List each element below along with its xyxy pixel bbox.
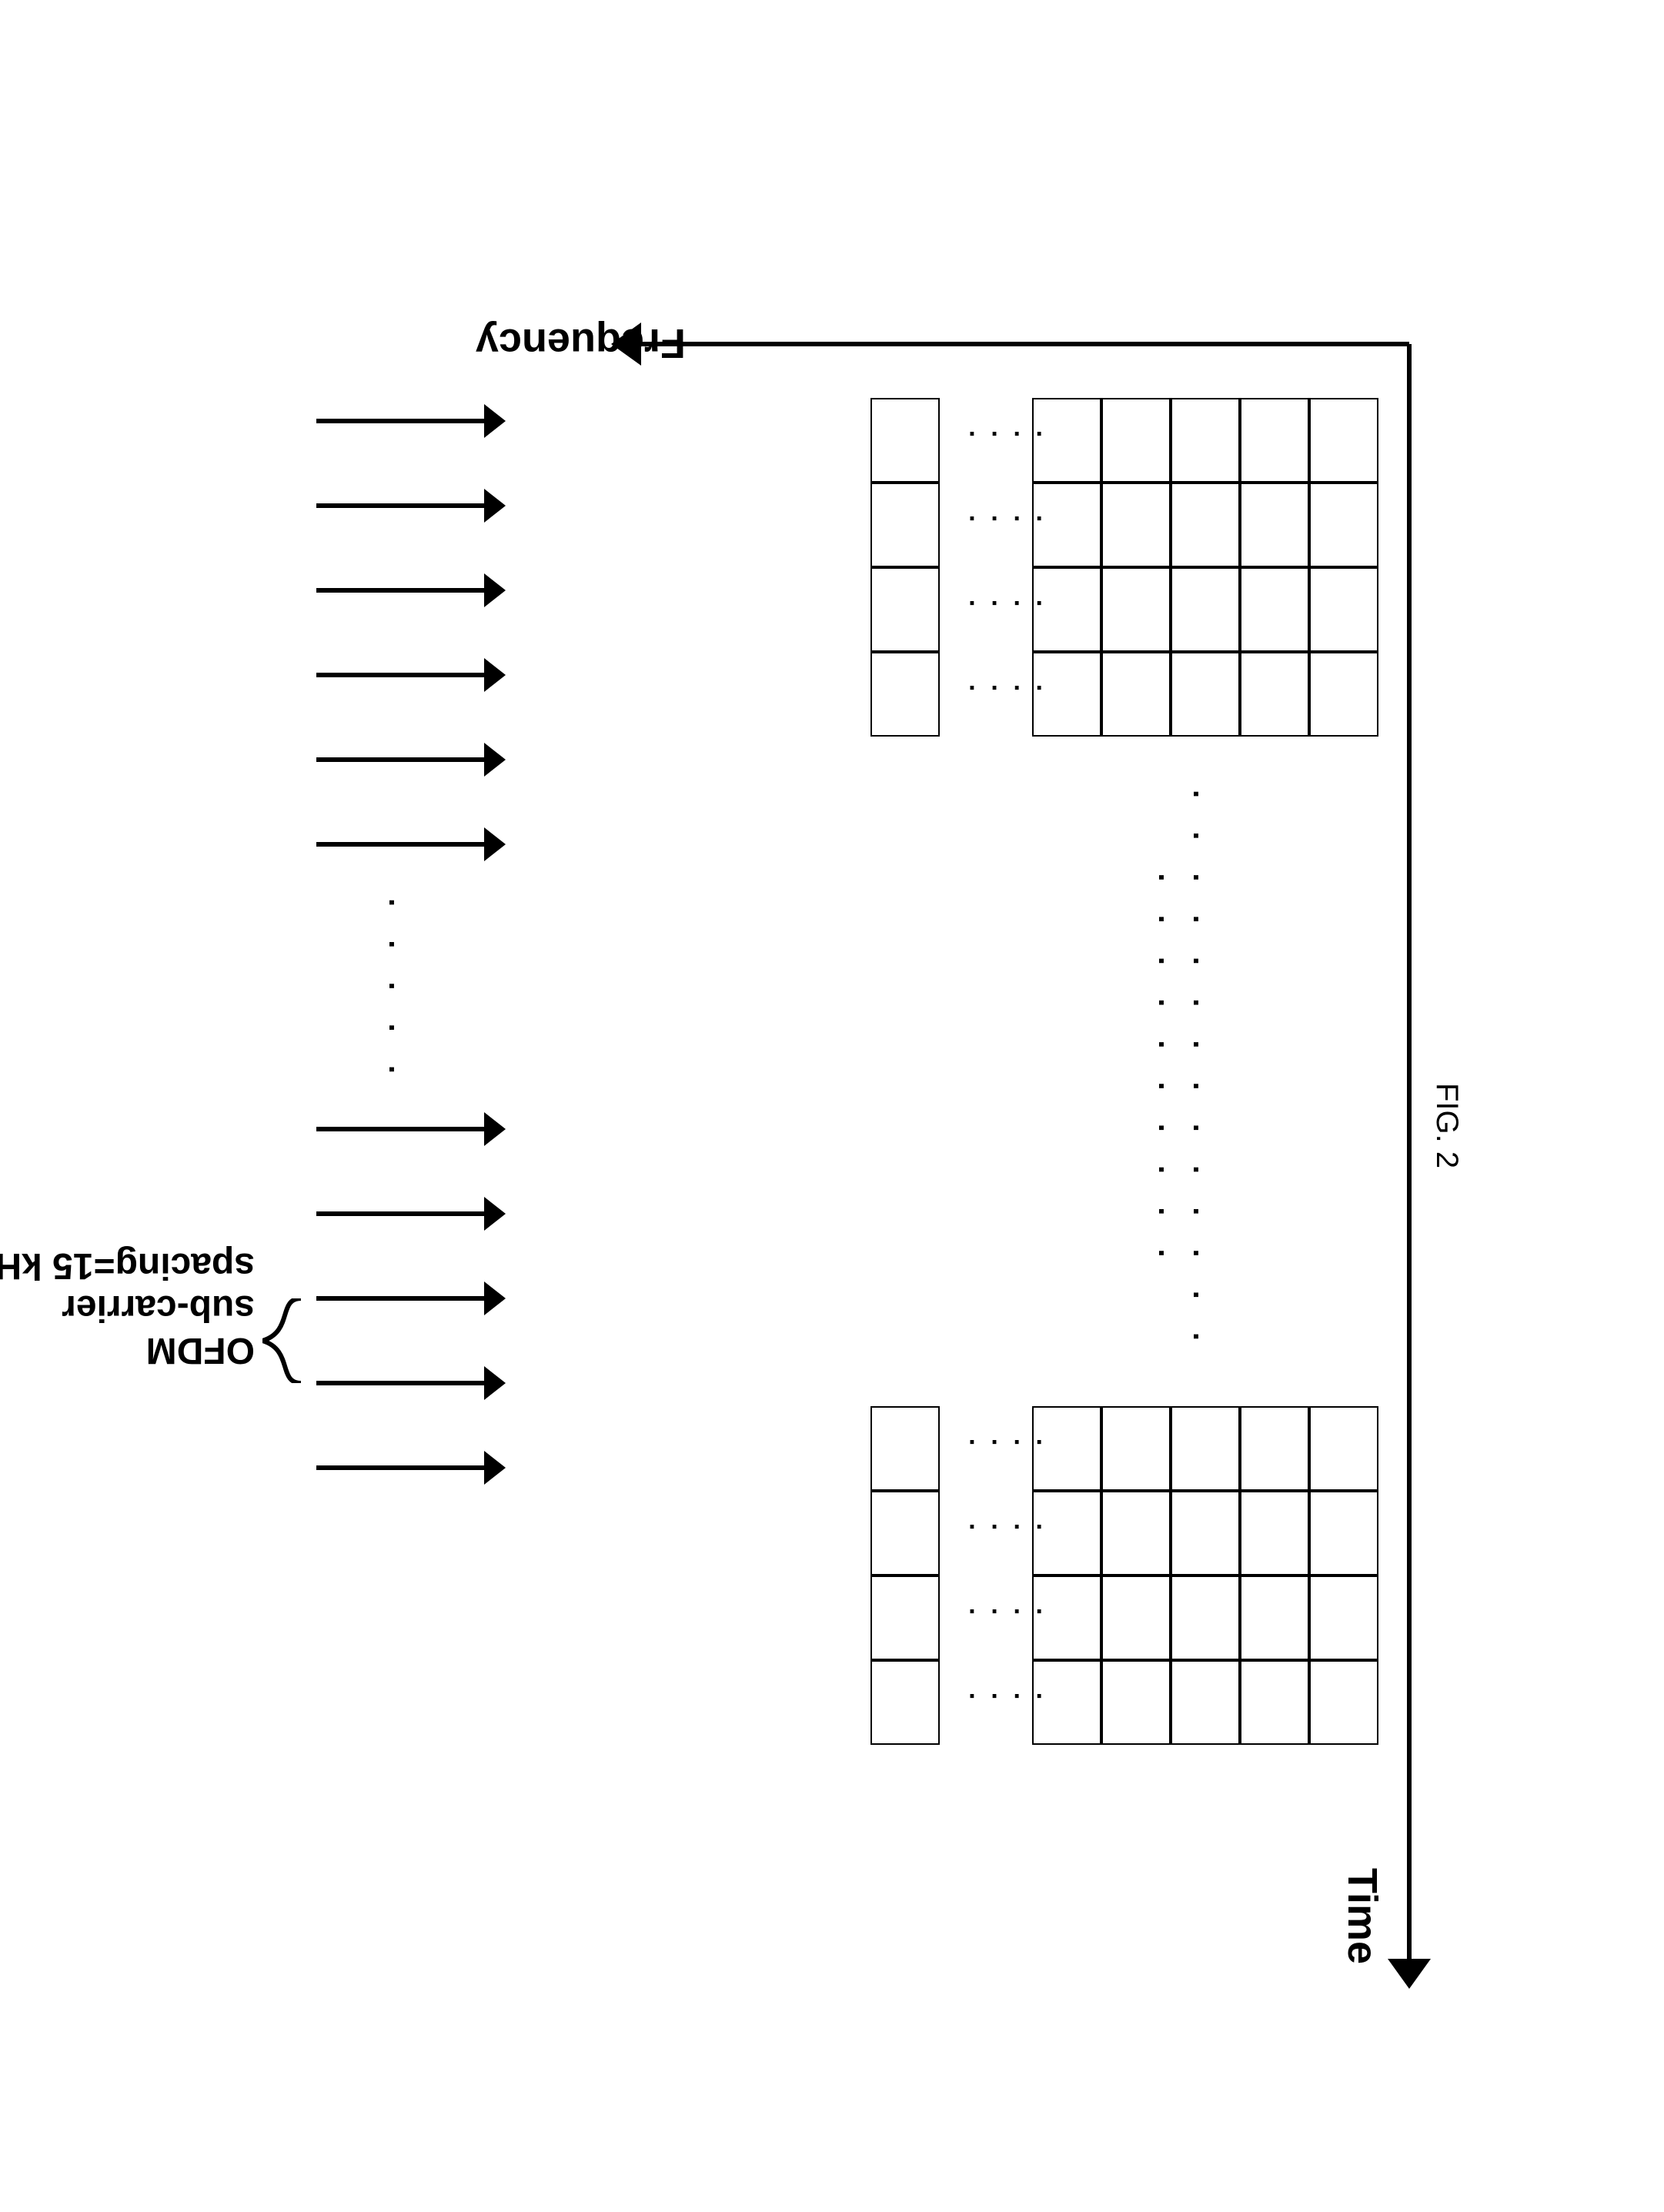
grid-cell: [870, 1491, 940, 1575]
grid-cell: [1101, 1660, 1171, 1745]
grid-cell: [1171, 652, 1240, 737]
grid-cell: [1309, 567, 1378, 652]
grid-block-1-bottom: [870, 398, 940, 737]
grid-block-1-col-dots: . . . .: [961, 681, 1046, 707]
grid-cell: [1101, 1491, 1171, 1575]
grid-cell: [870, 483, 940, 567]
grid-cell: [1240, 567, 1309, 652]
grid-cell: [1171, 1406, 1240, 1491]
grid-cell: [1240, 1660, 1309, 1745]
grid-block-1-col-dots: . . . .: [961, 427, 1046, 453]
grid-cell: [870, 652, 940, 737]
grid-cell: [1101, 567, 1171, 652]
grid-cell: [1101, 1406, 1171, 1491]
ofdm-line-3: spacing=15 kHz: [0, 1244, 255, 1286]
ofdm-line-2: sub-carrier: [0, 1287, 255, 1329]
subcarrier-8: [316, 1296, 486, 1301]
grid-cell: [1171, 398, 1240, 483]
freq-axis: [640, 342, 1409, 346]
inter-block-dots: . . . . . . . . . . . . . . . . . . . . …: [1151, 783, 1221, 1360]
grid-cell: [1240, 1406, 1309, 1491]
subcarrier-2: [316, 588, 486, 593]
grid-cell: [1309, 652, 1378, 737]
grid-cell: [1240, 483, 1309, 567]
ofdm-line-1: OFDM: [0, 1329, 255, 1372]
subcarrier-5: [316, 842, 486, 847]
grid-cell: [1171, 1660, 1240, 1745]
time-axis-label: Time: [1338, 1868, 1386, 1964]
subcarrier-10-arrow-icon: [484, 1451, 506, 1485]
grid-block-2-col-dots: . . . .: [961, 1689, 1046, 1716]
rotated-stage: Time Frequency . . . . . . . . . . . . . . . …: [178, 144, 1486, 2068]
grid-cell: [870, 398, 940, 483]
grid-cell: [1240, 1491, 1309, 1575]
grid-block-2-col-dots: . . . .: [961, 1435, 1046, 1462]
grid-cell: [1101, 483, 1171, 567]
grid-block-2-top: [1032, 1406, 1378, 1745]
grid-block-1-col-dots: . . . .: [961, 596, 1046, 623]
subcarrier-2-arrow-icon: [484, 573, 506, 607]
subcarrier-9: [316, 1381, 486, 1385]
subcarrier-1: [316, 503, 486, 508]
grid-cell: [1101, 652, 1171, 737]
grid-cell: [1309, 1660, 1378, 1745]
grid-cell: [1101, 398, 1171, 483]
subcarrier-1-arrow-icon: [484, 489, 506, 523]
subcarrier-7-arrow-icon: [484, 1197, 506, 1231]
grid-cell: [870, 567, 940, 652]
diagram-stage: Time Frequency . . . . . . . . . . . . . . . …: [178, 144, 1486, 2068]
subcarrier-6: [316, 1127, 486, 1131]
subcarrier-10: [316, 1465, 486, 1470]
grid-block-1-col-dots: . . . .: [961, 512, 1046, 538]
grid-cell: [1171, 567, 1240, 652]
grid-block-2-bottom: [870, 1406, 940, 1745]
page: Time Frequency . . . . . . . . . . . . . . . …: [0, 0, 1664, 2212]
subcarrier-7: [316, 1211, 486, 1216]
time-axis: [1407, 344, 1412, 1960]
grid-cell: [1309, 398, 1378, 483]
freq-axis-label: Frequency: [476, 319, 686, 367]
subcarrier-4-arrow-icon: [484, 743, 506, 777]
subcarrier-ellipsis: . . . . .: [382, 898, 416, 1086]
subcarrier-3: [316, 673, 486, 677]
grid-cell: [1101, 1575, 1171, 1660]
grid-block-2-col-dots: . . . .: [961, 1520, 1046, 1546]
subcarrier-9-arrow-icon: [484, 1366, 506, 1400]
subcarrier-5-arrow-icon: [484, 827, 506, 861]
grid-cell: [1309, 1406, 1378, 1491]
subcarrier-4: [316, 757, 486, 762]
subcarrier-0: [316, 419, 486, 423]
grid-cell: [1309, 1575, 1378, 1660]
grid-cell: [1240, 398, 1309, 483]
subcarrier-6-arrow-icon: [484, 1112, 506, 1146]
grid-cell: [1240, 652, 1309, 737]
ofdm-spacing-label: OFDMsub-carrierspacing=15 kHz: [0, 1244, 255, 1372]
grid-cell: [1171, 1491, 1240, 1575]
grid-cell: [870, 1406, 940, 1491]
grid-cell: [1309, 1491, 1378, 1575]
subcarrier-0-arrow-icon: [484, 404, 506, 438]
grid-cell: [1171, 483, 1240, 567]
time-axis-arrow-icon: [1388, 1959, 1431, 1989]
grid-cell: [1309, 483, 1378, 567]
grid-cell: [1240, 1575, 1309, 1660]
grid-cell: [870, 1575, 940, 1660]
grid-block-1-top: [1032, 398, 1378, 737]
figure-caption: FIG. 2: [1429, 1083, 1464, 1168]
subcarrier-3-arrow-icon: [484, 658, 506, 692]
subcarrier-brace-icon: [262, 1298, 301, 1383]
subcarrier-8-arrow-icon: [484, 1281, 506, 1315]
grid-block-2-col-dots: . . . .: [961, 1605, 1046, 1631]
grid-cell: [870, 1660, 940, 1745]
grid-cell: [1171, 1575, 1240, 1660]
